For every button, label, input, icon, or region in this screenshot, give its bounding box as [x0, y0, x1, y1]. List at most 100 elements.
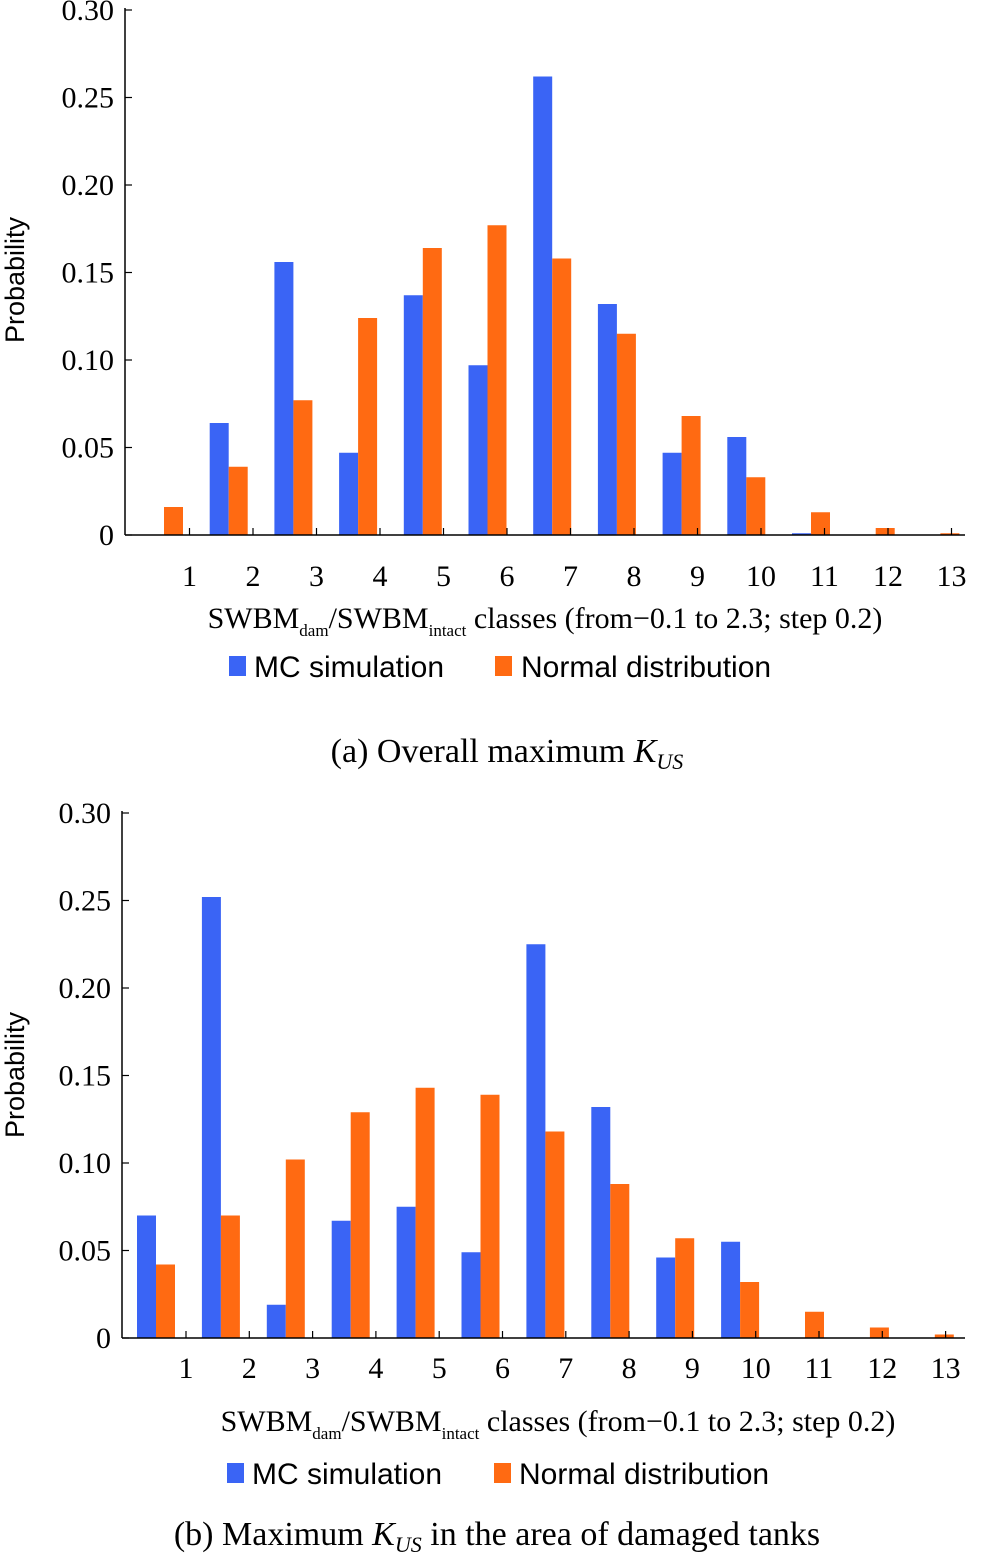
normal-bar-class-13: [934, 1334, 954, 1338]
x-tick-label: 4: [373, 560, 388, 593]
panel-b-legend: MC simulation Normal distribution: [227, 1458, 769, 1491]
panel-a-y-ticks: 0 0.05 0.10 0.15 0.20 0.25 0.30: [62, 0, 132, 552]
x-tick-label: 5: [432, 1352, 447, 1385]
mc-bar-class-9: [662, 452, 682, 535]
y-tick-label: 0.05: [59, 1235, 112, 1268]
normal-bar-class-6: [487, 225, 507, 535]
mc-bar-class-11: [792, 533, 811, 535]
normal-bar-class-2: [228, 466, 248, 535]
panel-a-legend: MC simulation Normal distribution: [229, 651, 771, 684]
y-tick-label: 0.05: [62, 432, 115, 465]
mc-bar-class-9: [656, 1257, 676, 1338]
panel-b-x-axis-label: SWBMdam/SWBMintact classes (from−0.1 to …: [221, 1405, 896, 1443]
panel-b-legend-mc-swatch: [227, 1463, 244, 1483]
mc-bar-class-7: [533, 76, 553, 535]
x-tick-label: 9: [685, 1352, 700, 1385]
mc-bar-class-2: [201, 897, 221, 1338]
x-tick-label: 12: [873, 560, 903, 593]
panel-b-legend-mc-label: MC simulation: [252, 1458, 442, 1491]
x-tick-label: 7: [558, 1352, 573, 1385]
x-tick-label: 12: [867, 1352, 897, 1385]
y-tick-label: 0.15: [59, 1060, 112, 1093]
panel-a-legend-mc-swatch: [229, 656, 246, 676]
mc-bar-class-2: [209, 423, 229, 535]
x-tick-label: 4: [368, 1352, 383, 1385]
y-tick-label: 0.20: [62, 169, 115, 202]
y-tick-label: 0.15: [62, 257, 115, 290]
mc-bar-class-4: [331, 1220, 351, 1338]
normal-bar-class-10: [740, 1282, 760, 1338]
x-tick-label: 10: [746, 560, 776, 593]
y-tick-label: 0.25: [62, 82, 115, 115]
x-tick-label: 8: [622, 1352, 637, 1385]
normal-bar-class-1: [156, 1264, 175, 1338]
panel-b-y-axis-label: Probability: [0, 1011, 30, 1138]
x-tick-label: 1: [182, 560, 197, 593]
normal-bar-class-8: [616, 333, 636, 535]
x-tick-label: 9: [690, 560, 705, 593]
x-tick-label: 3: [309, 560, 324, 593]
normal-bar-class-10: [746, 477, 766, 535]
mc-bar-class-10: [721, 1241, 741, 1338]
mc-bar-class-10: [727, 437, 747, 535]
panel-b-x-ticks: 1 2 3 4 5 6 7 8 9 10 11 12 13: [179, 1331, 961, 1385]
panel-b-bars: [137, 897, 954, 1338]
normal-bar-class-9: [675, 1238, 695, 1338]
y-tick-label: 0.20: [59, 972, 112, 1005]
mc-bar-class-3: [266, 1304, 286, 1338]
panel-b-legend-normal-label: Normal distribution: [519, 1458, 769, 1491]
x-tick-label: 6: [495, 1352, 510, 1385]
normal-bar-class-3: [285, 1159, 305, 1338]
y-tick-label: 0.25: [59, 885, 112, 918]
mc-bar-class-3: [274, 262, 294, 535]
normal-bar-class-4: [358, 318, 378, 535]
y-tick-label: 0.30: [62, 0, 115, 27]
normal-bar-class-9: [681, 416, 701, 535]
normal-bar-class-4: [350, 1112, 370, 1338]
normal-bar-class-13: [940, 533, 960, 535]
panel-a-legend-normal-label: Normal distribution: [521, 651, 771, 684]
normal-bar-class-3: [293, 400, 313, 535]
normal-bar-class-11: [811, 512, 830, 535]
panel-a-bars: [164, 76, 960, 535]
x-tick-label: 13: [937, 560, 967, 593]
normal-bar-class-8: [610, 1184, 630, 1338]
mc-bar-class-5: [403, 295, 423, 535]
panel-a-x-ticks: 1 2 3 4 5 6 7 8 9 10 11 12 13: [182, 528, 967, 593]
normal-bar-class-5: [422, 248, 442, 535]
x-tick-label: 13: [931, 1352, 961, 1385]
y-tick-label: 0.30: [59, 797, 112, 830]
panel-b-caption: (b) Maximum KUS in the area of damaged t…: [174, 1516, 820, 1557]
x-tick-label: 1: [179, 1352, 194, 1385]
mc-bar-class-8: [591, 1107, 611, 1338]
normal-bar-class-11: [805, 1311, 824, 1338]
x-tick-label: 8: [627, 560, 642, 593]
normal-bar-class-12: [869, 1327, 889, 1338]
normal-bar-class-1: [164, 507, 183, 535]
mc-bar-class-4: [339, 452, 359, 535]
panel-b-legend-normal-swatch: [494, 1463, 511, 1483]
panel-a-caption: (a) Overall maximum KUS: [331, 733, 684, 774]
normal-bar-class-12: [875, 528, 895, 535]
mc-bar-class-1: [137, 1215, 156, 1338]
y-tick-label: 0.10: [62, 344, 115, 377]
normal-bar-class-5: [415, 1087, 435, 1338]
x-tick-label: 6: [500, 560, 515, 593]
y-tick-label: 0: [96, 1322, 111, 1355]
mc-bar-class-6: [461, 1252, 481, 1338]
panel-a-legend-mc-label: MC simulation: [254, 651, 444, 684]
x-tick-label: 10: [741, 1352, 771, 1385]
y-tick-label: 0.10: [59, 1147, 112, 1180]
mc-bar-class-6: [468, 365, 488, 535]
panel-a-legend-normal-swatch: [495, 656, 512, 676]
panel-b-y-ticks: 0 0.05 0.10 0.15 0.20 0.25 0.30: [59, 797, 129, 1355]
x-tick-label: 3: [305, 1352, 320, 1385]
mc-bar-class-8: [597, 304, 617, 535]
x-tick-label: 5: [436, 560, 451, 593]
y-tick-label: 0: [99, 519, 114, 552]
normal-bar-class-2: [220, 1215, 240, 1338]
x-tick-label: 2: [246, 560, 261, 593]
x-tick-label: 11: [805, 1352, 834, 1385]
